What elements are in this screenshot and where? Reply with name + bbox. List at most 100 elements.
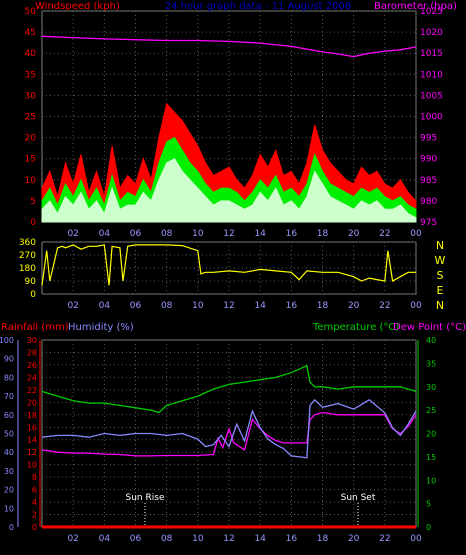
x-tick-label: 04 [99, 534, 111, 544]
direction-tick-label: 270 [19, 251, 36, 261]
x-tick-label: 14 [254, 229, 266, 239]
rain-tick-label: 24 [27, 373, 37, 382]
x-tick-label: 06 [130, 534, 142, 544]
humidity-tick-label: 20 [4, 486, 14, 495]
x-tick-label: 18 [317, 229, 329, 239]
barometer-tick-label: 985 [420, 176, 437, 186]
humidity-tick-label: 80 [4, 373, 14, 382]
barometer-tick-label: 1020 [420, 28, 443, 38]
rain-tick-label: 6 [32, 486, 37, 495]
x-tick-label: 20 [348, 534, 360, 544]
x-tick-label: 02 [67, 229, 78, 239]
x-tick-label: 22 [379, 229, 390, 239]
dewpoint-axis-label: Dew Point (°C) [393, 322, 466, 333]
temperature-tick-label: 40 [426, 336, 436, 345]
x-tick-label: 20 [348, 229, 360, 239]
rain-tick-label: 4 [32, 498, 37, 507]
x-tick-label: 04 [99, 301, 111, 311]
direction-tick-label: 90 [25, 277, 37, 287]
barometer-axis-label: Barometer (hpa) [374, 1, 457, 12]
chart-title: 24 hour graph data - 11 August 2008 [165, 1, 351, 12]
series-temp [41, 411, 417, 457]
wind-tick-label: 0 [30, 218, 36, 228]
temperature-axis-label: Temperature (°C) [312, 322, 399, 333]
series-humidity [41, 398, 417, 459]
x-tick-label: 00 [410, 534, 422, 544]
wind-tick-label: 5 [30, 197, 36, 207]
humidity-tick-label: 90 [4, 355, 14, 364]
x-tick-label: 22 [379, 301, 390, 311]
barometer-tick-label: 1010 [420, 70, 443, 80]
wind-tick-label: 35 [25, 70, 36, 80]
temperature-tick-label: 15 [426, 453, 436, 462]
humidity-tick-label: 50 [4, 430, 14, 439]
wind-tick-label: 30 [25, 91, 37, 101]
sunrise-label: Sun Rise [126, 493, 165, 503]
x-tick-label: 16 [286, 229, 298, 239]
humidity-axis-label: Humidity (%) [68, 322, 134, 333]
x-tick-label: 10 [192, 229, 204, 239]
rain-tick-label: 18 [27, 411, 37, 420]
rain-tick-label: 26 [27, 361, 37, 370]
humidity-tick-label: 30 [4, 467, 14, 476]
rain-tick-label: 30 [27, 336, 37, 345]
direction-tick-label: 0 [30, 290, 36, 300]
x-tick-label: 12 [223, 229, 234, 239]
x-tick-label: 06 [130, 301, 142, 311]
direction-tick-label: 360 [19, 238, 36, 248]
wind-tick-label: 25 [25, 113, 36, 123]
barometer-tick-label: 980 [420, 197, 437, 207]
x-tick-label: 00 [410, 229, 422, 239]
temperature-tick-label: 30 [426, 383, 436, 392]
x-tick-label: 14 [254, 534, 266, 544]
rain-tick-label: 12 [27, 448, 37, 457]
barometer-tick-label: 995 [420, 134, 437, 144]
series-speed [41, 158, 417, 223]
rain-tick-label: 22 [27, 386, 37, 395]
rain-tick-label: 2 [32, 511, 37, 520]
temperature-tick-label: 35 [426, 359, 436, 368]
humidity-tick-label: 100 [0, 336, 14, 345]
x-tick-label: 18 [317, 301, 329, 311]
humidity-tick-label: 0 [9, 523, 14, 532]
compass-w: W [435, 254, 446, 267]
temperature-tick-label: 25 [426, 406, 436, 415]
wind-tick-label: 50 [25, 7, 37, 17]
x-tick-label: 04 [99, 229, 111, 239]
humidity-tick-label: 60 [4, 411, 14, 420]
direction-tick-label: 180 [19, 264, 36, 274]
wind-tick-label: 10 [25, 176, 37, 186]
compass-n-top: N [436, 239, 444, 252]
x-tick-label: 06 [130, 229, 142, 239]
rain-tick-label: 28 [27, 348, 37, 357]
humidity-tick-label: 70 [4, 392, 14, 401]
x-tick-label: 08 [161, 301, 173, 311]
barometer-tick-label: 1005 [420, 91, 443, 101]
rain-tick-label: 20 [27, 398, 37, 407]
rain-tick-label: 0 [32, 523, 37, 532]
barometer-tick-label: 990 [420, 155, 437, 165]
x-tick-label: 10 [192, 534, 204, 544]
humidity-tick-label: 40 [4, 448, 14, 457]
x-tick-label: 08 [161, 534, 173, 544]
rainfall-axis-label: Rainfall (mm) [1, 322, 69, 333]
x-tick-label: 22 [379, 534, 390, 544]
rain-tick-label: 16 [27, 423, 37, 432]
humidity-tick-label: 10 [4, 504, 14, 513]
rain-tick-label: 14 [27, 436, 37, 445]
x-tick-label: 12 [223, 301, 234, 311]
barometer-tick-label: 1025 [420, 7, 443, 17]
rain-tick-label: 10 [27, 461, 37, 470]
x-tick-label: 16 [286, 301, 298, 311]
x-tick-label: 02 [67, 534, 78, 544]
x-tick-label: 20 [348, 301, 360, 311]
wind-tick-label: 45 [25, 28, 36, 38]
x-tick-label: 14 [254, 301, 266, 311]
wind-axis-label: Windspeed (kph) [35, 1, 120, 12]
x-tick-label: 08 [161, 229, 173, 239]
temperature-tick-label: 20 [426, 430, 436, 439]
x-tick-label: 00 [410, 301, 422, 311]
rain-tick-label: 8 [32, 473, 37, 482]
series-barometer [41, 35, 417, 58]
